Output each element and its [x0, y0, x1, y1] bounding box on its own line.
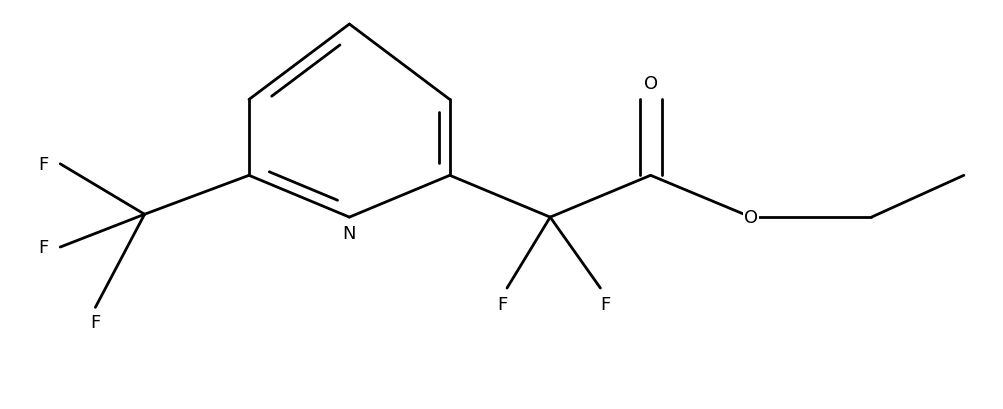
- Text: O: O: [743, 209, 757, 227]
- Text: F: F: [38, 155, 48, 173]
- Text: F: F: [600, 295, 610, 313]
- Text: F: F: [38, 238, 48, 256]
- Text: F: F: [90, 314, 100, 332]
- Text: F: F: [496, 295, 507, 313]
- Text: O: O: [643, 75, 657, 93]
- Text: N: N: [342, 224, 356, 242]
